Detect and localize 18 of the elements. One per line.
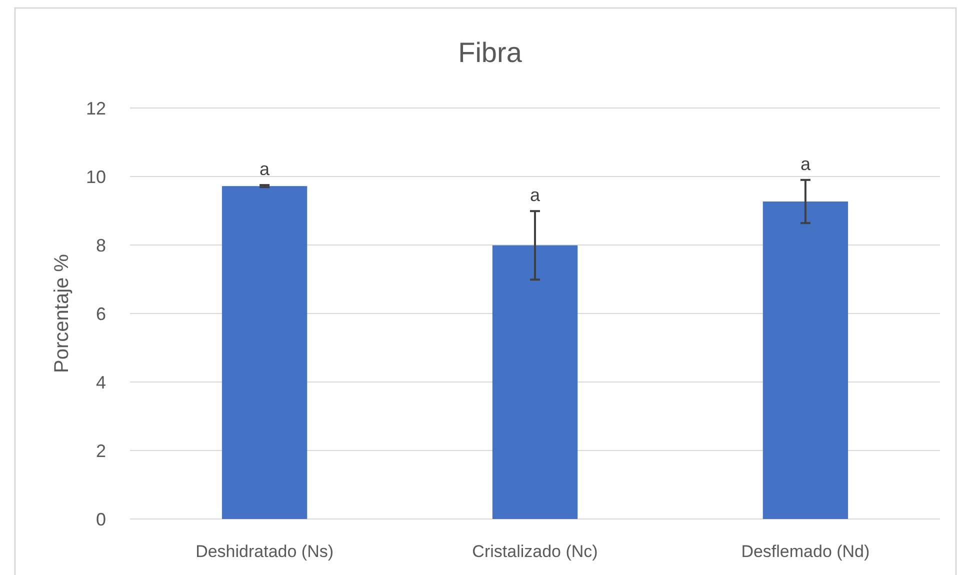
y-tick-label: 0 bbox=[96, 509, 106, 530]
y-tick-label: 12 bbox=[86, 98, 106, 118]
bar bbox=[222, 186, 308, 519]
y-tick-label: 10 bbox=[86, 166, 106, 187]
y-tick-label: 2 bbox=[96, 440, 106, 461]
x-tick-label: Desflemado (Nd) bbox=[741, 542, 870, 561]
annotation: a bbox=[800, 154, 812, 174]
y-tick-label: 8 bbox=[96, 235, 106, 256]
x-tick-label: Cristalizado (Nc) bbox=[472, 542, 598, 561]
y-axis-title: Porcentaje % bbox=[51, 254, 73, 373]
x-tick-label: Deshidratado (Ns) bbox=[196, 542, 334, 561]
chart-title: Fibra bbox=[458, 37, 522, 68]
bar bbox=[492, 245, 578, 519]
y-tick-label: 4 bbox=[96, 372, 106, 392]
annotation: a bbox=[260, 159, 271, 180]
annotation: a bbox=[530, 185, 541, 206]
y-tick-label: 6 bbox=[96, 304, 106, 324]
bar bbox=[762, 202, 848, 519]
